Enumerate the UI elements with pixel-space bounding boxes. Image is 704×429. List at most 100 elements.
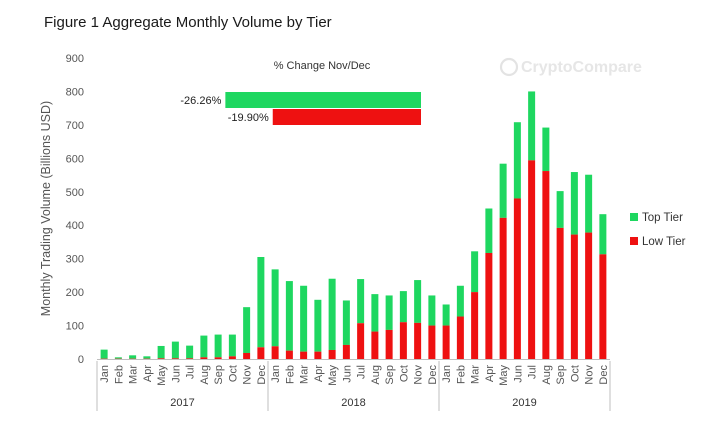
x-tick-label: Nov	[242, 365, 254, 385]
legend-label: Low Tier	[642, 236, 686, 248]
y-tick-label: 100	[66, 321, 84, 333]
x-tick-label: Jul	[527, 365, 539, 379]
bar-low-tier	[399, 322, 407, 359]
bar-low-tier	[585, 232, 593, 359]
x-tick-label: Mar	[128, 365, 140, 384]
bar-low-tier	[556, 227, 564, 359]
bar-top-tier	[585, 174, 593, 233]
x-tick-label: Sep	[213, 365, 225, 385]
x-tick-label: Jan	[441, 365, 453, 383]
bar-top-tier	[243, 307, 251, 353]
x-tick-label: Jun	[341, 365, 353, 383]
inset-bar	[272, 109, 421, 125]
bar-top-tier	[271, 269, 279, 347]
percent-change-inset: % Change Nov/Dec -26.26% -19.90%	[180, 60, 421, 125]
inset-value-label: -26.26%	[180, 95, 221, 107]
year-label: 2018	[341, 397, 365, 409]
x-tick-label: Jun	[512, 365, 524, 383]
bar-top-tier	[285, 281, 293, 351]
bar-top-tier	[342, 300, 350, 345]
bar-top-tier	[471, 251, 479, 293]
bar-low-tier	[499, 217, 507, 359]
bar-top-tier	[143, 356, 151, 359]
legend-swatch	[630, 237, 638, 245]
x-tick-label: Sep	[555, 365, 567, 385]
x-tick-label: Nov	[413, 365, 425, 385]
y-tick-label: 500	[66, 187, 84, 199]
x-tick-label: Jul	[185, 365, 197, 379]
bar-low-tier	[214, 357, 222, 359]
plot-area: Monthly Trading Volume (Billions USD) 0 10…	[39, 53, 611, 411]
bar-top-tier	[414, 280, 422, 323]
x-tick-label: Dec	[427, 365, 439, 385]
legend: Top Tier Low Tier	[630, 212, 686, 248]
bar-low-tier	[599, 254, 607, 359]
x-tick-label: Dec	[598, 365, 610, 385]
bar-low-tier	[456, 316, 464, 359]
x-tick-label: Feb	[284, 365, 296, 384]
x-tick-label: May	[327, 365, 339, 386]
y-tick-label: 300	[66, 254, 84, 266]
bar-top-tier	[599, 214, 607, 255]
bar-low-tier	[328, 349, 336, 359]
bar-low-tier	[442, 325, 450, 359]
bar-top-tier	[528, 91, 536, 161]
x-tick-label: Feb	[455, 365, 467, 384]
y-tick-label: 400	[66, 220, 84, 232]
bar-top-tier	[485, 208, 493, 253]
y-axis-label: Monthly Trading Volume (Billions USD)	[39, 101, 53, 316]
bar-top-tier	[257, 256, 265, 348]
bar-low-tier	[342, 344, 350, 359]
x-tick-label: May	[498, 365, 510, 386]
bar-low-tier	[414, 322, 422, 359]
bar-low-tier	[542, 171, 550, 359]
bar-top-tier	[214, 334, 222, 358]
bar-low-tier	[171, 358, 179, 359]
inset-title: % Change Nov/Dec	[274, 60, 371, 72]
bar-low-tier	[385, 329, 393, 359]
watermark-logo: CryptoCompare	[499, 57, 642, 77]
y-tick-label: 0	[78, 354, 84, 366]
bar-low-tier	[528, 160, 536, 359]
bar-top-tier	[300, 285, 308, 352]
bar-top-tier	[114, 357, 122, 359]
bar-top-tier	[542, 127, 550, 172]
bar-top-tier	[314, 299, 322, 352]
bar-top-tier	[100, 349, 108, 359]
inset-value-label: -19.90%	[228, 112, 269, 124]
year-label: 2019	[512, 397, 536, 409]
figure-title: Figure 1 Aggregate Monthly Volume by Tie…	[44, 14, 332, 31]
x-tick-label: Nov	[584, 365, 596, 385]
bar-top-tier	[556, 191, 564, 228]
bar-top-tier	[399, 291, 407, 323]
x-tick-label: May	[156, 365, 168, 386]
legend-swatch	[630, 213, 638, 221]
bar-low-tier	[186, 358, 194, 359]
inset-bar	[225, 92, 421, 108]
bar-low-tier	[200, 357, 208, 359]
y-tick-label: 200	[66, 287, 84, 299]
x-tick-label: Jul	[356, 365, 368, 379]
y-tick-label: 600	[66, 153, 84, 165]
bar-low-tier	[428, 325, 436, 359]
bar-top-tier	[171, 341, 179, 359]
y-tick-label: 700	[66, 120, 84, 132]
bar-low-tier	[243, 352, 251, 359]
bar-top-tier	[328, 278, 336, 350]
bar-low-tier	[513, 198, 521, 359]
x-tick-label: Aug	[199, 365, 211, 385]
bar-low-tier	[570, 234, 578, 359]
bar-top-tier	[129, 355, 137, 359]
y-tick-label: 900	[66, 53, 84, 65]
bar-top-tier	[157, 345, 165, 359]
bar-low-tier	[357, 323, 365, 359]
x-tick-label: Oct	[569, 365, 581, 382]
x-tick-label: Jun	[170, 365, 182, 383]
bar-low-tier	[371, 331, 379, 359]
x-tick-label: Dec	[256, 365, 268, 385]
x-tick-label: Aug	[370, 365, 382, 385]
bar-top-tier	[200, 335, 208, 358]
year-label: 2017	[170, 397, 194, 409]
bar-top-tier	[371, 294, 379, 332]
